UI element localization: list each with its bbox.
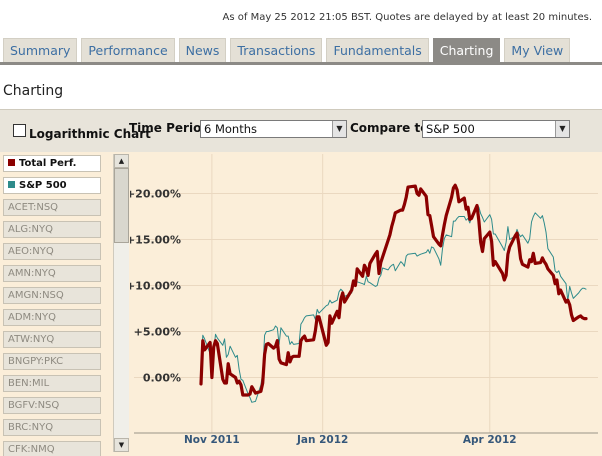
legend-item-label: ATW:NYQ (8, 334, 55, 345)
chart-panel: Total Perf. S&P 500 ACET:NSQ ALG:NYQ AEO:NYQ… (0, 152, 602, 456)
tab-underline (0, 62, 602, 65)
legend-item[interactable]: ADM:NYQ (3, 309, 101, 326)
tab-performance[interactable]: Performance (81, 38, 175, 62)
performance-chart: 0.00% +5.00% +10.00% +15.00% +20.00% Nov 2011… (130, 154, 598, 446)
legend-item[interactable]: BEN:MIL (3, 375, 101, 392)
chevron-down-icon[interactable]: ▼ (555, 121, 569, 137)
time-period-label: Time Period (129, 121, 210, 135)
legend-item[interactable]: AMN:NYQ (3, 265, 101, 282)
legend-item[interactable]: ACET:NSQ (3, 199, 101, 216)
legend-item-label: BGFV:NSQ (8, 400, 60, 411)
scrollbar-thumb[interactable] (114, 168, 129, 243)
legend-item[interactable]: BNGPY:PKC (3, 353, 101, 370)
series-color-swatch (8, 159, 15, 166)
y-tick-label: +15.00% (130, 234, 181, 247)
scroll-down-arrow-icon[interactable]: ▼ (114, 438, 129, 452)
compare-to-select[interactable]: S&P 500 ▼ (422, 120, 570, 138)
legend-item-label: AMN:NYQ (8, 268, 56, 279)
compare-to-value: S&P 500 (426, 122, 475, 136)
tab-charting[interactable]: Charting (432, 38, 501, 62)
tab-fundamentals[interactable]: Fundamentals (326, 38, 429, 62)
legend-item-label: CFK:NMQ (8, 444, 55, 455)
section-title: Charting (3, 83, 64, 99)
time-period-select[interactable]: 6 Months ▼ (200, 120, 347, 138)
logarithmic-chart-label: Logarithmic Chart (29, 127, 151, 141)
tab-transactions[interactable]: Transactions (230, 38, 323, 62)
legend-item-label: AEO:NYQ (8, 246, 54, 257)
legend-item[interactable]: ALG:NYQ (3, 221, 101, 238)
logarithmic-chart-checkbox[interactable] (13, 124, 26, 137)
series-color-swatch (8, 181, 15, 188)
legend-item[interactable]: BGFV:NSQ (3, 397, 101, 414)
x-tick-label: Jan 2012 (296, 434, 348, 446)
chevron-down-icon[interactable]: ▼ (332, 121, 346, 137)
y-tick-label: +20.00% (130, 188, 181, 201)
legend-item[interactable]: AEO:NYQ (3, 243, 101, 260)
y-tick-label: 0.00% (143, 372, 181, 385)
legend-item-label: AMGN:NSQ (8, 290, 64, 301)
legend-item-label: BRC:NYQ (8, 422, 54, 433)
legend-item[interactable]: S&P 500 (3, 177, 101, 194)
tab-my-view[interactable]: My View (504, 38, 571, 62)
legend-item[interactable]: CFK:NMQ (3, 441, 101, 456)
legend-item-label: BNGPY:PKC (8, 356, 64, 367)
tab-summary[interactable]: Summary (3, 38, 78, 62)
compare-to-label: Compare to: (350, 121, 434, 135)
legend-scrollbar[interactable]: ▲ ▼ (113, 154, 129, 452)
chart-controls: Logarithmic Chart Time Period 6 Months ▼… (0, 109, 602, 152)
series-legend-list: Total Perf. S&P 500 ACET:NSQ ALG:NYQ AEO:NYQ… (3, 155, 101, 456)
x-tick-label: Apr 2012 (463, 434, 517, 446)
legend-item-label: ADM:NYQ (8, 312, 56, 323)
legend-item[interactable]: ATW:NYQ (3, 331, 101, 348)
legend-item-label: Total Perf. (19, 158, 77, 169)
scroll-up-arrow-icon[interactable]: ▲ (114, 154, 129, 168)
total-perf-line (199, 183, 588, 397)
legend-item[interactable]: Total Perf. (3, 155, 101, 172)
y-tick-label: +10.00% (130, 280, 181, 293)
time-period-value: 6 Months (204, 122, 258, 136)
legend-item-label: ACET:NSQ (8, 202, 59, 213)
legend-item[interactable]: AMGN:NSQ (3, 287, 101, 304)
legend-item-label: S&P 500 (19, 180, 67, 191)
tab-bar: Summary Performance News Transactions Fundam… (3, 38, 571, 62)
legend-item-label: BEN:MIL (8, 378, 50, 389)
legend-item-label: ALG:NYQ (8, 224, 53, 235)
sp500-line (200, 204, 587, 403)
y-tick-label: +5.00% (134, 326, 181, 339)
legend-item[interactable]: BRC:NYQ (3, 419, 101, 436)
x-tick-label: Nov 2011 (184, 434, 240, 446)
tab-news[interactable]: News (178, 38, 227, 62)
quote-delay-note: As of May 25 2012 21:05 BST. Quotes are … (222, 12, 592, 23)
